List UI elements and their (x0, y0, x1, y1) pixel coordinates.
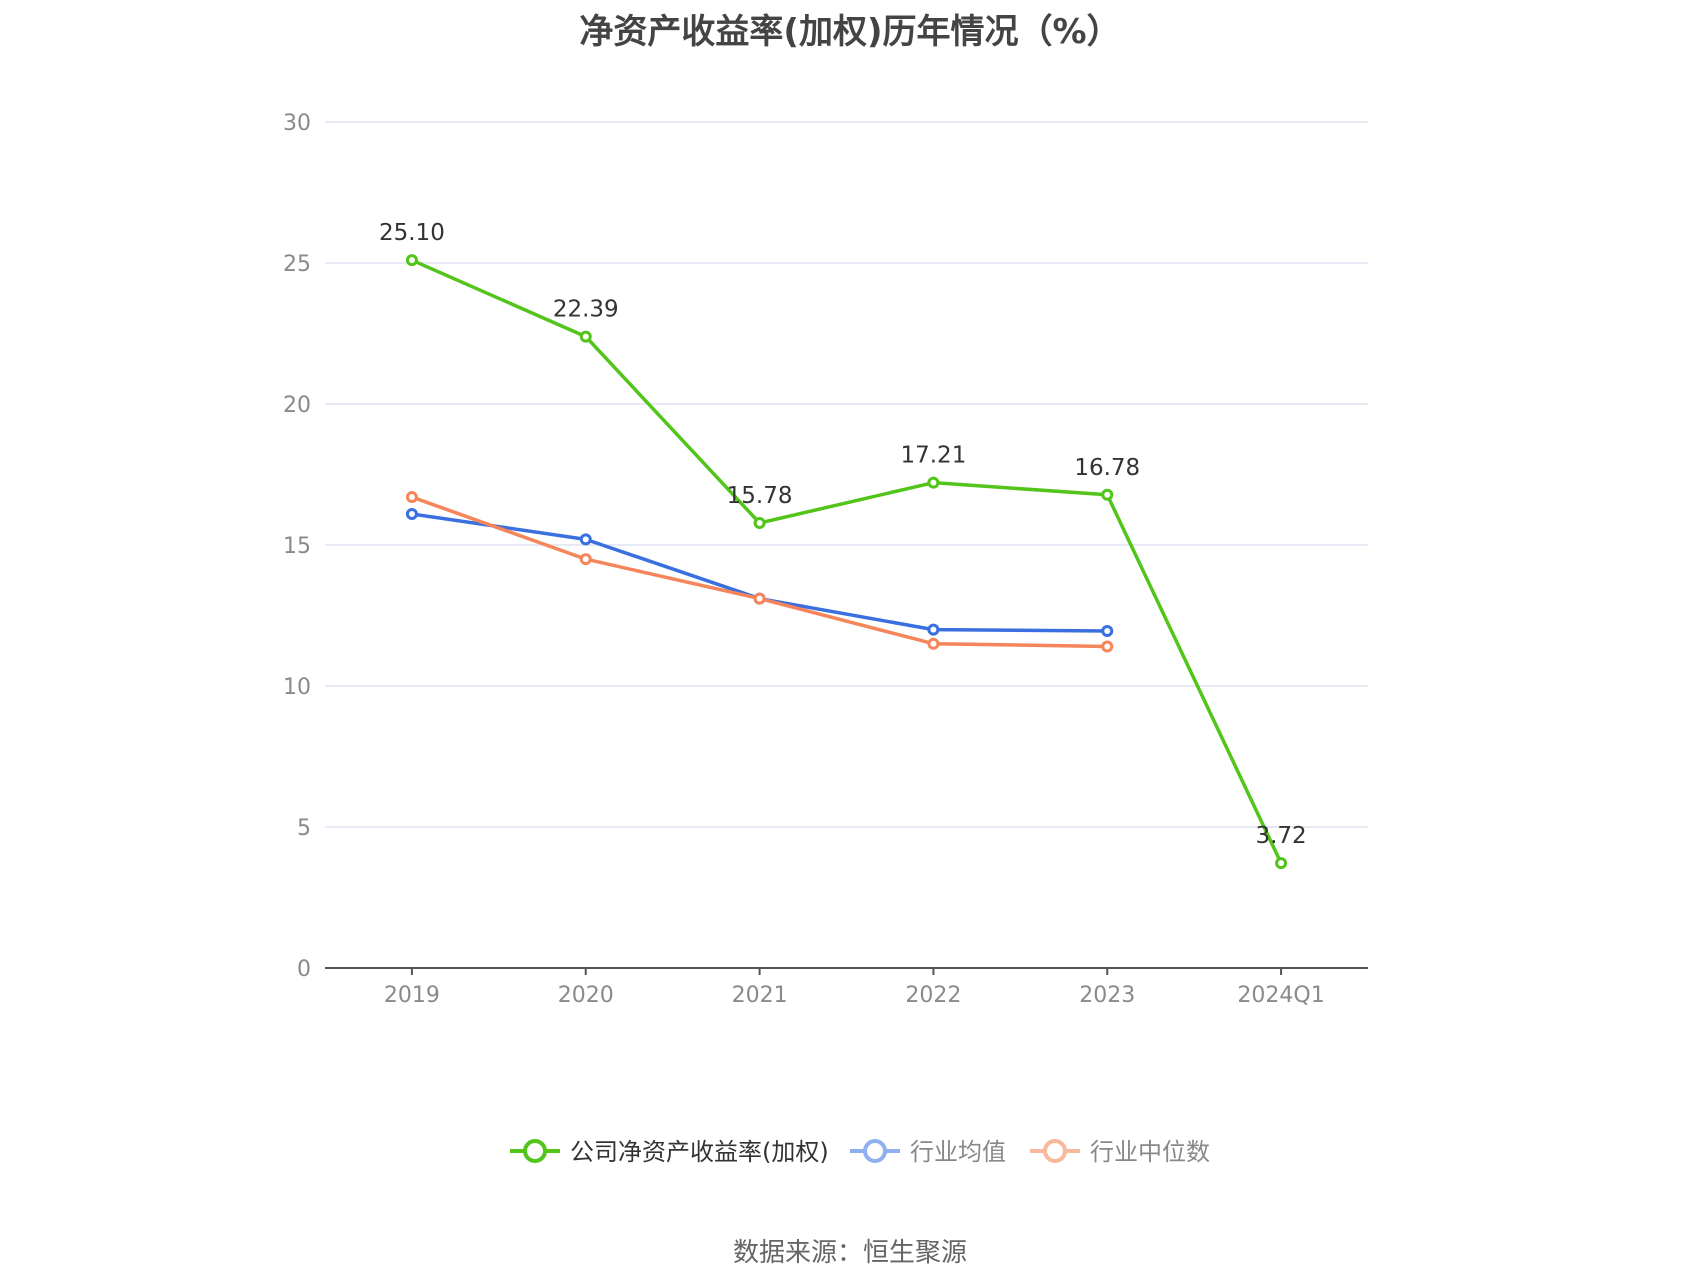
x-tick-label: 2023 (1079, 983, 1135, 1008)
y-tick-label: 0 (297, 957, 311, 982)
data-point (405, 491, 418, 504)
data-point (405, 254, 418, 267)
legend-label: 行业中位数 (1090, 1138, 1210, 1166)
data-labels: 25.10 22.39 15.78 17.21 16.78 3.72 (379, 220, 1307, 849)
chart-title: 净资产收益率(加权)历年情况（%） (579, 12, 1121, 52)
legend-swatch-marker (523, 1139, 547, 1163)
data-point (1101, 640, 1114, 653)
legend-item[interactable]: 行业均值 (850, 1138, 1006, 1166)
x-tick-label: 2020 (558, 983, 614, 1008)
data-label: 25.10 (379, 220, 445, 246)
data-point (927, 637, 940, 650)
data-point (753, 517, 766, 530)
x-tick-label: 2019 (384, 983, 440, 1008)
series-line (411, 258, 1283, 864)
legend-swatch-marker (1043, 1139, 1067, 1163)
x-tick-label: 2022 (905, 983, 961, 1008)
data-point (579, 553, 592, 566)
y-tick-label: 20 (283, 393, 311, 418)
data-point (927, 623, 940, 636)
data-point (927, 476, 940, 489)
axes: 0 5 10 15 20 25 30 2019 2020 2021 2022 2023 2024Q1 (283, 111, 1368, 1008)
grid-lines (325, 121, 1368, 828)
data-point (579, 533, 592, 546)
legend-item[interactable]: 公司净资产收益率(加权) (510, 1138, 829, 1166)
x-tick-label: 2024Q1 (1237, 983, 1324, 1008)
data-point (753, 592, 766, 605)
y-tick-label: 5 (297, 816, 311, 841)
y-tick-label: 25 (283, 252, 311, 277)
legend-label: 行业均值 (910, 1138, 1006, 1166)
data-label: 17.21 (900, 443, 966, 469)
data-label: 15.78 (727, 483, 793, 509)
data-label: 16.78 (1074, 455, 1140, 481)
legend-swatch-marker (863, 1139, 887, 1163)
data-source: 数据来源：恒生聚源 (732, 1238, 967, 1268)
data-point (1101, 488, 1114, 501)
legend-item[interactable]: 行业中位数 (1030, 1138, 1210, 1166)
series-lines (405, 254, 1288, 870)
data-point (405, 507, 418, 520)
y-tick-label: 10 (283, 675, 311, 700)
x-tick-label: 2021 (732, 983, 788, 1008)
y-tick-label: 15 (283, 534, 311, 559)
data-label: 3.72 (1255, 823, 1306, 849)
data-label: 22.39 (553, 297, 619, 323)
series-line (411, 512, 1108, 633)
legend-label: 公司净资产收益率(加权) (570, 1138, 829, 1166)
legend[interactable]: 公司净资产收益率(加权) 行业均值 行业中位数 (510, 1138, 1210, 1166)
data-point (1275, 857, 1288, 870)
y-tick-label: 30 (283, 111, 311, 136)
data-point (579, 330, 592, 343)
data-point (1101, 625, 1114, 638)
